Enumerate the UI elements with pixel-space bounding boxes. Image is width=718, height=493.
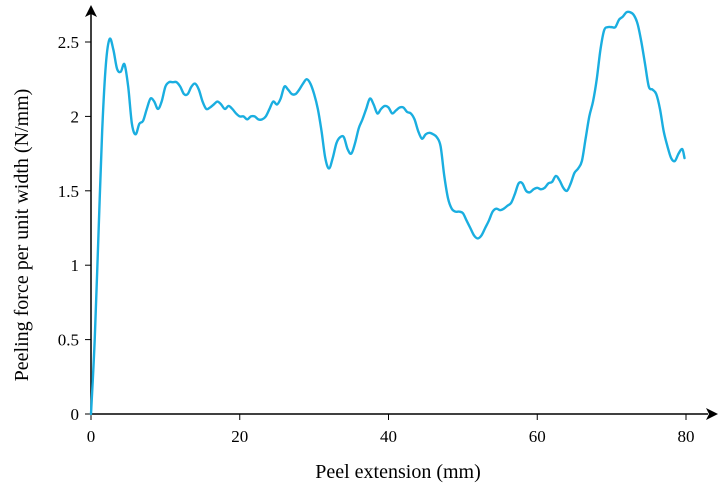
y-axis-title: Peeling force per unit width (N/mm)	[11, 89, 33, 382]
x-tick-label: 40	[380, 427, 397, 446]
y-tick-label: 2.5	[58, 33, 79, 52]
x-tick-label: 0	[87, 427, 96, 446]
y-tick-label: 2	[71, 107, 80, 126]
x-axis-title: Peel extension (mm)	[315, 461, 481, 483]
y-tick-label: 1.5	[58, 182, 79, 201]
y-axis-arrow	[85, 5, 97, 17]
y-tick-label: 0.5	[58, 331, 79, 350]
x-tick-label: 80	[678, 427, 695, 446]
x-tick-label: 20	[231, 427, 248, 446]
x-axis-arrow	[706, 408, 718, 420]
y-tick-label: 1	[71, 256, 80, 275]
x-tick-label: 60	[529, 427, 546, 446]
series	[89, 10, 686, 416]
ticks: 0 20 40 60 80 0 0.5 1 1.5 2 2.5	[58, 33, 695, 446]
y-tick-label: 0	[71, 405, 80, 424]
axes	[85, 5, 718, 420]
series-line-0	[89, 10, 686, 416]
